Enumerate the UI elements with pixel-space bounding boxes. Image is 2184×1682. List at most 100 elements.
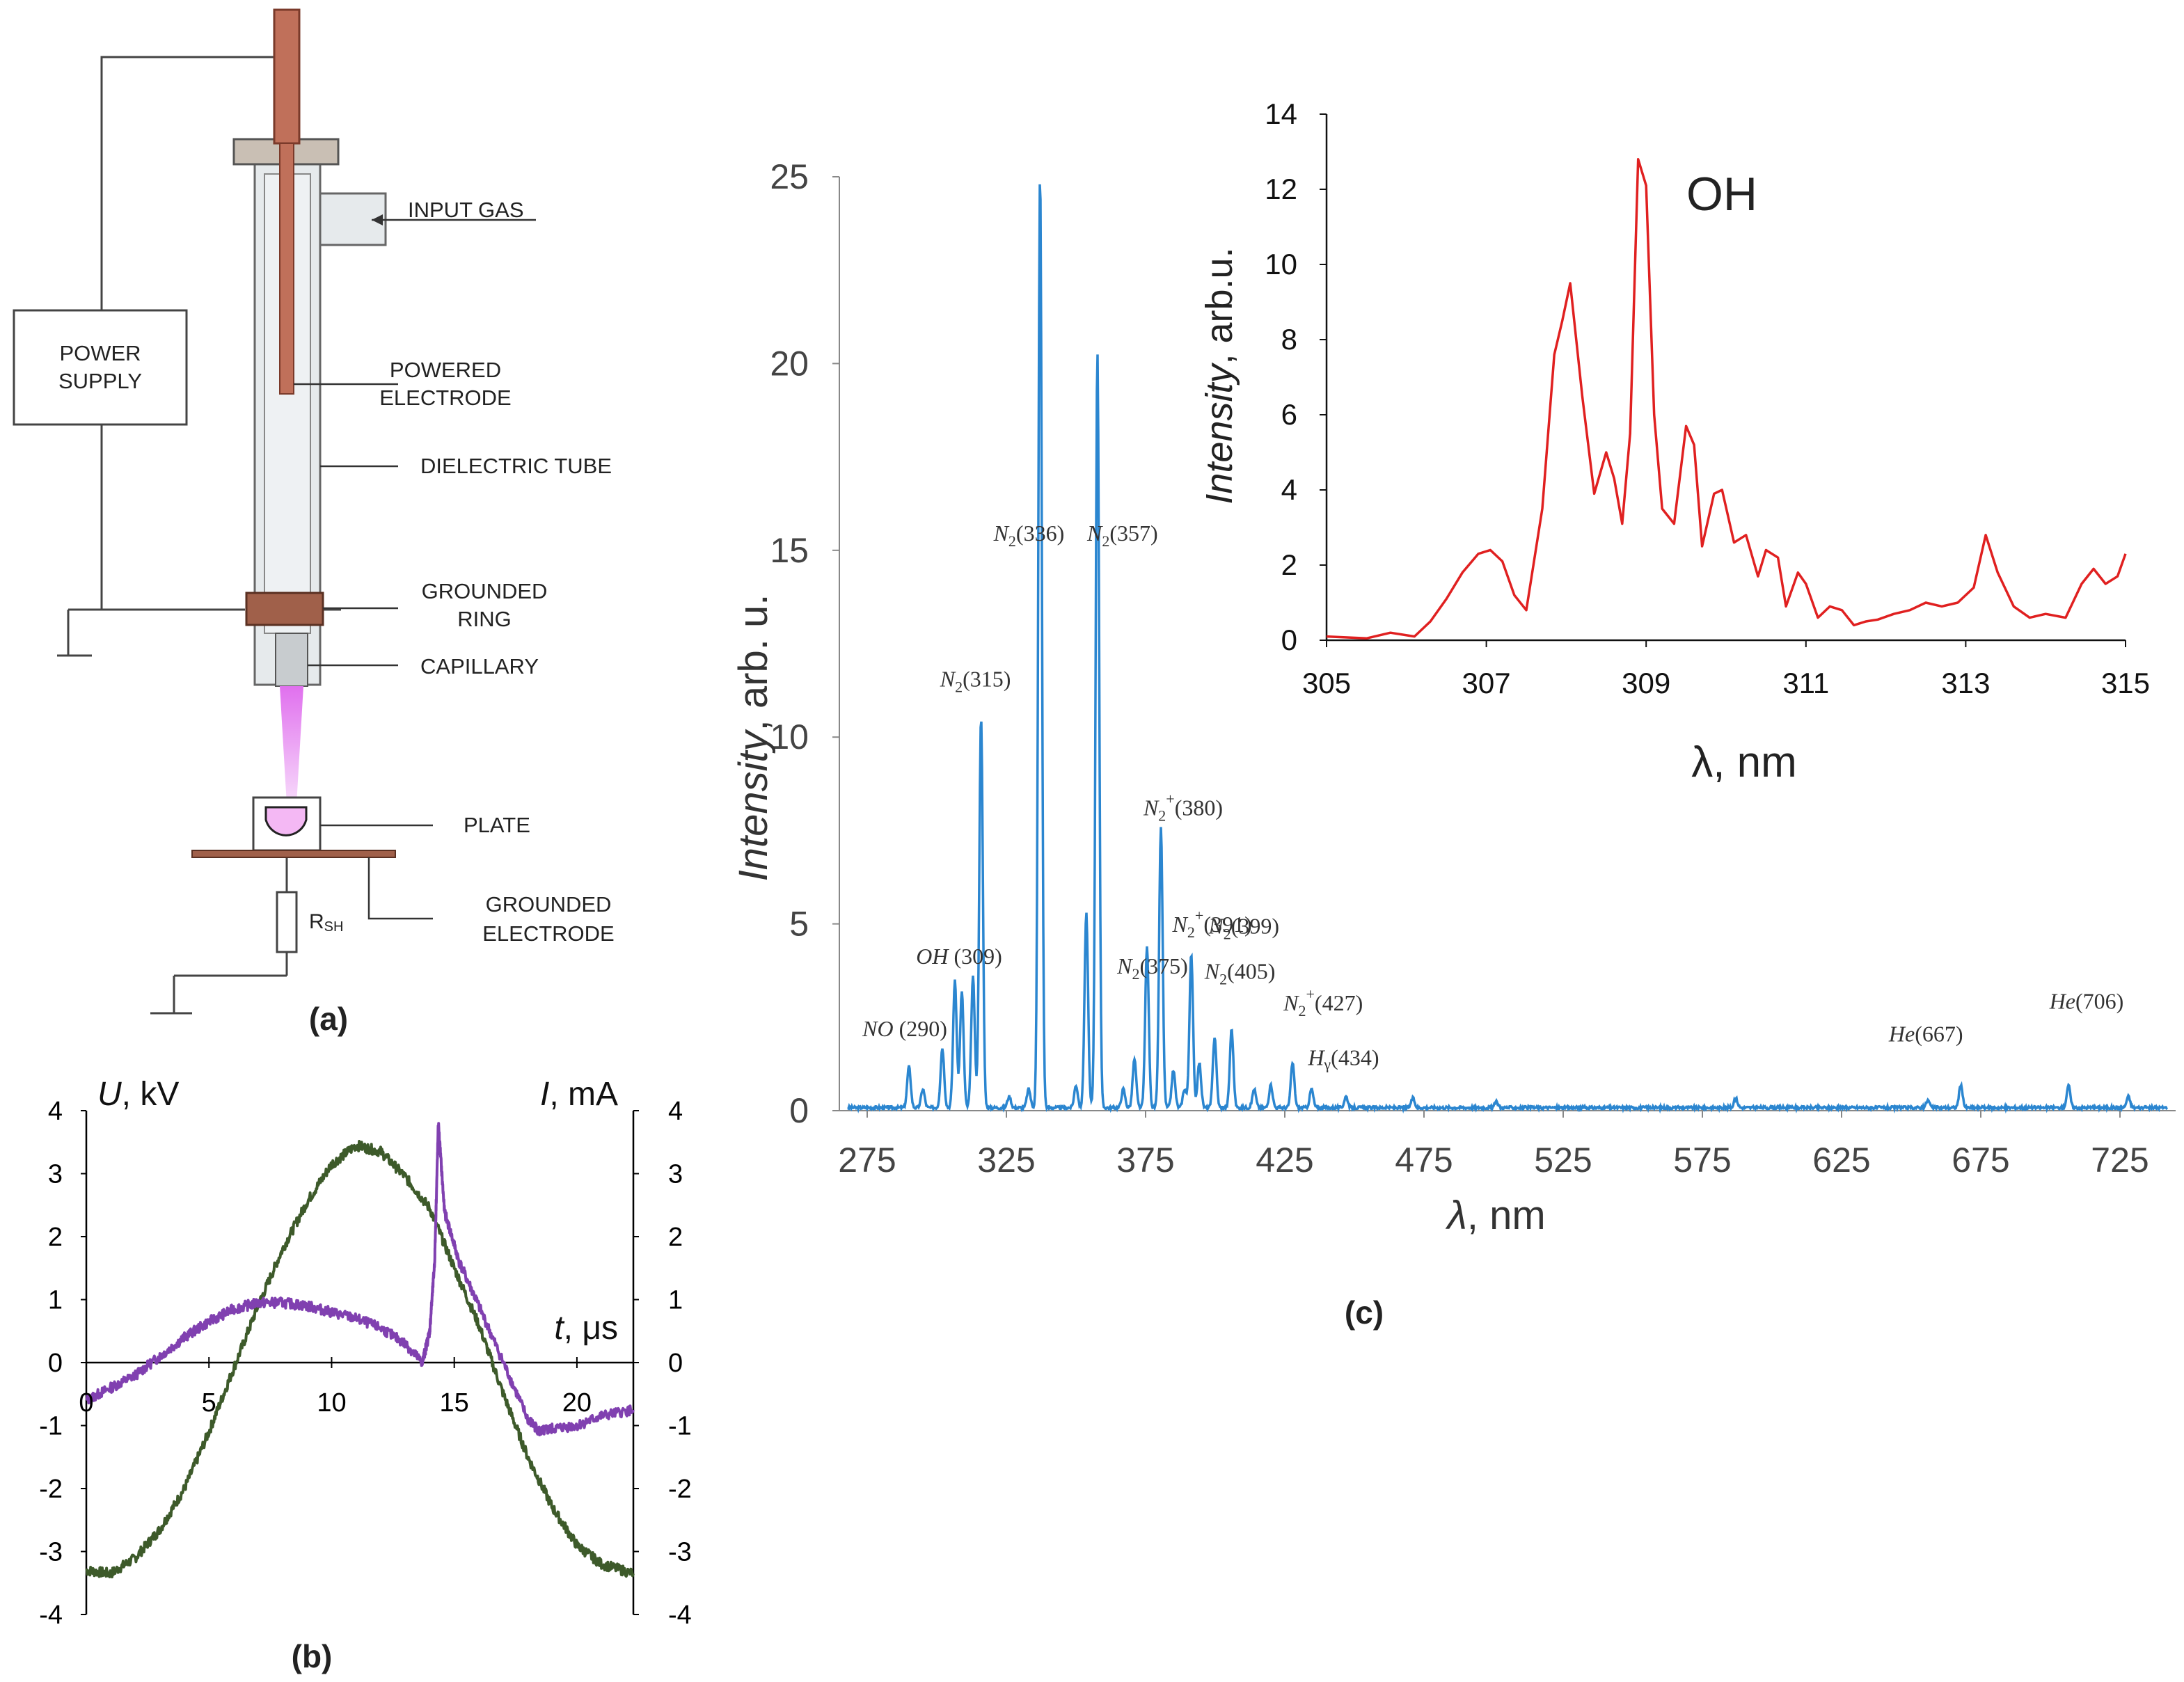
b-series-I [85,1122,635,1436]
capillary [275,633,308,687]
panel-c-annotations: NO (290) OH (309) N2(315) N2(336) N2(357) N2(… [862,521,2123,1072]
c-y-tick-label: 20 [770,344,809,383]
shunt-resistor [276,891,298,953]
c-peak-label: He(667) [1888,1021,1963,1046]
c-x-tick-label: 575 [1673,1141,1731,1180]
b-left-tick-label: -4 [39,1601,63,1630]
inset-y-tick-label: 8 [1281,323,1297,356]
c-spectrum-line [847,184,2169,1114]
b-left-tick-label: -3 [39,1538,63,1567]
inset-y-tick-label: 12 [1265,173,1297,205]
c-y-tick-label: 0 [789,1091,809,1130]
c-peak-label: N2(375) [1116,953,1188,983]
c-y-tick-label: 15 [770,531,809,570]
c-x-tick-label: 625 [1812,1141,1870,1180]
c-peak-label: OH (309) [916,944,1002,969]
panel-b-left-axis-label: U, kV [97,1076,179,1113]
inset-y-tick-label: 2 [1281,548,1297,581]
b-left-tick-label: 2 [48,1223,63,1252]
b-left-tick-label: -2 [39,1475,63,1504]
inset-y-tick-label: 0 [1281,624,1297,656]
power-supply-box [13,309,188,426]
b-left-tick-label: 4 [48,1097,63,1126]
b-right-tick-label: -3 [668,1538,692,1567]
inset-x-tick-label: 307 [1462,667,1511,699]
panel-c-axes [839,177,2176,1111]
c-peak-label: NO (290) [862,1016,947,1041]
inset-x-tick-label: 305 [1302,667,1351,699]
b-x-tick-label: 20 [562,1388,592,1418]
grounded-electrode-label-2: ELECTRODE [482,921,614,946]
electrode-top [273,8,301,145]
grounded-ring-label-2: RING [457,607,512,631]
powered-electrode-label-2: ELECTRODE [379,386,511,410]
c-x-tick-label: 375 [1116,1141,1174,1180]
inset-x-tick-label: 309 [1622,667,1670,699]
c-y-tick-label: 5 [789,905,809,944]
resistor-label: RSH [309,910,343,935]
inset-oh-line [1326,158,2127,640]
inset-ticks: 0 2 4 6 8 10 12 14 305 307 309 311 313 315 [1265,97,2150,699]
b-right-tick-label: 2 [668,1223,683,1252]
b-x-tick-label: 10 [317,1388,346,1418]
grounded-electrode-label-1: GROUNDED [486,892,612,917]
c-peak-label: Hγ(434) [1307,1045,1379,1072]
powered-electrode-label-1: POWERED [390,358,501,382]
c-peak-label: N2(315) [940,666,1011,695]
inset-y-tick-label: 10 [1265,248,1297,280]
b-series-U [85,1140,635,1579]
inset-series [1326,158,2127,640]
b-right-tick-label: -2 [668,1475,692,1504]
inset-x-tick-label: 311 [1782,667,1829,699]
panel-c-series [847,184,2169,1114]
b-left-tick-label: 0 [48,1349,63,1378]
c-x-tick-label: 325 [977,1141,1035,1180]
c-peak-label: N2+(427) [1283,985,1363,1019]
leader-lines [294,214,536,920]
inset-background [1197,90,2178,717]
b-right-tick-label: 3 [668,1160,683,1189]
grounded-electrode [191,850,396,858]
c-x-tick-label: 725 [2091,1141,2149,1180]
b-left-tick-label: -1 [39,1412,63,1441]
panel-b-series [85,1122,635,1579]
c-x-tick-label: 425 [1256,1141,1313,1180]
b-right-tick-label: 4 [668,1097,683,1126]
plate-well [264,806,308,836]
c-x-tick-label: 525 [1534,1141,1592,1180]
capillary-label: CAPILLARY [420,654,539,679]
inset-x-tick-label: 313 [1941,667,1990,699]
c-y-tick-label: 25 [770,157,809,196]
inset-y-tick-label: 6 [1281,398,1297,431]
panel-b-right-axis-label: I, mA [540,1076,618,1113]
c-x-tick-label: 475 [1395,1141,1453,1180]
inset-axes [1325,114,2126,642]
power-supply-label-line2: SUPPLY [58,369,142,393]
panel-c-y-axis-label: Intensity, arb. u. [731,594,776,882]
grounded-ring [245,592,324,626]
b-left-tick-label: 3 [48,1160,63,1189]
panel-c-inset-chart: 0 2 4 6 8 10 12 14 305 307 309 311 313 315 OH Intensi… [1197,90,2178,786]
c-x-tick-label: 675 [1952,1141,2009,1180]
c-peak-label: He(706) [2049,988,2124,1013]
panel-b-chart: 4 43 32 21 10 0-1 -1-2 -2-3 -3-4 -40 5 10 15 20 U, kV… [39,1076,692,1674]
b-right-tick-label: -1 [668,1412,692,1441]
power-supply-label-line1: POWER [59,341,141,365]
c-peak-label: N2+(391) [1172,907,1252,941]
panel-b-axes [85,1111,635,1614]
grounded-ring-label-1: GROUNDED [422,579,548,603]
inset-title: OH [1686,168,1757,221]
inset-y-tick-label: 14 [1265,97,1297,130]
b-x-tick-label: 5 [202,1388,216,1418]
c-peak-label: N2(336) [993,521,1065,550]
panel-c-x-axis-label: λ, nm [1445,1193,1545,1238]
panel-a-schematic: POWER SUPPLY RSH [13,8,615,1037]
c-peak-label: N2(399) [1208,913,1279,942]
c-peak-label: N2+(380) [1143,790,1223,824]
inset-x-tick-label: 315 [2101,667,2150,699]
b-left-tick-label: 1 [48,1286,63,1315]
panel-b-x-axis-label: t, μs [554,1310,618,1347]
input-gas-label: INPUT GAS [408,198,524,222]
